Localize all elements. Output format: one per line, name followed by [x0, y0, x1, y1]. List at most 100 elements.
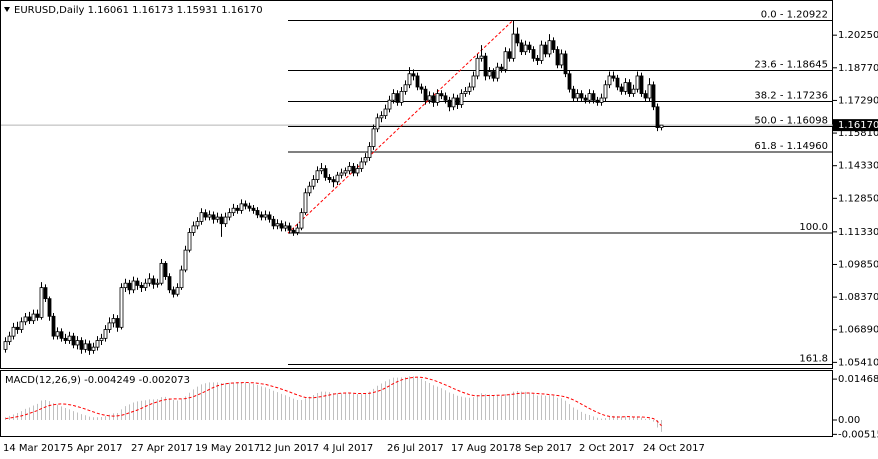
signal-line [5, 376, 662, 427]
macd-pane-frame [0, 370, 833, 437]
candle-body [459, 93, 464, 106]
candle-body [371, 128, 376, 147]
candle-body [307, 185, 312, 194]
y-tick-label: 1.18770 [838, 63, 878, 74]
candle-body [167, 276, 172, 291]
candle-body [547, 40, 552, 55]
candle-body [631, 88, 636, 95]
candle-body [63, 337, 68, 341]
candle-body [431, 95, 436, 103]
candle-body [519, 42, 524, 53]
candle-body [619, 86, 624, 92]
candle-body [383, 108, 388, 117]
candle-body [487, 71, 492, 77]
candle-body [231, 207, 236, 214]
candle-body [343, 170, 348, 174]
last-price-box [833, 119, 878, 132]
candle-body [355, 168, 360, 174]
header-triangle [4, 7, 10, 12]
candle-body [539, 44, 544, 61]
candle-body [175, 287, 180, 295]
candle-body [279, 223, 284, 229]
candle-body [47, 298, 52, 317]
candle-body [327, 176, 332, 180]
macd-y-tick-label: 0.014689 [838, 374, 878, 385]
candle-body [643, 93, 648, 99]
candle-body [623, 82, 628, 92]
candle-body [471, 75, 476, 88]
candle-body [495, 66, 500, 79]
fib-label: 100.0 [799, 222, 828, 233]
candle-body [531, 49, 536, 59]
candle-body [59, 331, 64, 339]
candle-body [71, 335, 76, 346]
candle-body [227, 212, 232, 218]
candle-body [587, 93, 592, 101]
candle-body [507, 51, 512, 59]
candle-body [79, 340, 84, 350]
candle-body [99, 337, 104, 341]
chart-title: EURUSD,Daily 1.16061 1.16173 1.15931 1.1… [14, 5, 263, 16]
y-tick-label: 1.14330 [838, 161, 878, 172]
candle-body [579, 93, 584, 99]
candle-body [235, 207, 240, 211]
candle-body [255, 210, 260, 216]
x-tick-label: 2 Oct 2017 [579, 443, 634, 454]
candle-body [555, 49, 560, 66]
candle-body [211, 214, 216, 220]
fib-label: 50.0 - 1.16098 [754, 116, 828, 127]
candle-body [611, 75, 616, 79]
candle-body [467, 86, 472, 92]
candle-body [159, 262, 164, 284]
candle-body [239, 203, 244, 211]
candle-body [655, 106, 660, 128]
candle-body [627, 82, 632, 95]
candle-body [591, 93, 596, 101]
candle-body [131, 280, 136, 291]
candle-body [11, 326, 16, 337]
candle-body [523, 44, 528, 53]
candle-body [223, 216, 228, 225]
candle-body [403, 84, 408, 92]
candle-body [171, 289, 176, 295]
candle-body [339, 172, 344, 176]
candle-body [291, 229, 296, 233]
candle-body [191, 225, 196, 233]
candle-body [395, 93, 400, 103]
candle-body [367, 146, 372, 158]
candle-body [219, 216, 224, 225]
candle-body [455, 97, 460, 106]
candle-body [75, 340, 80, 346]
candle-body [135, 280, 140, 286]
candle-body [155, 282, 160, 285]
candle-body [651, 84, 656, 108]
candle-body [27, 316, 32, 322]
candle-body [535, 57, 540, 61]
candle-body [363, 157, 368, 163]
candle-body [463, 90, 468, 95]
candle-body [567, 73, 572, 90]
candle-body [575, 93, 580, 99]
candle-body [331, 179, 336, 183]
candle-body [647, 84, 652, 99]
candle-body [407, 73, 412, 86]
macd-y-tick-label: 0.00 [838, 415, 860, 426]
candle-body [19, 321, 24, 330]
candle-body [283, 225, 288, 229]
candle-body [359, 161, 364, 169]
candle-body [571, 88, 576, 99]
candle-body [387, 99, 392, 110]
candle-body [295, 227, 300, 233]
x-tick-label: 5 Apr 2017 [67, 443, 122, 454]
candle-body [243, 203, 248, 207]
candle-body [275, 223, 280, 227]
candle-body [247, 205, 252, 209]
candle-body [435, 93, 440, 103]
y-tick-label: 1.12850 [838, 193, 878, 204]
candle-body [299, 212, 304, 229]
candle-body [31, 313, 36, 322]
candle-body [91, 346, 96, 351]
candle-body [583, 97, 588, 101]
